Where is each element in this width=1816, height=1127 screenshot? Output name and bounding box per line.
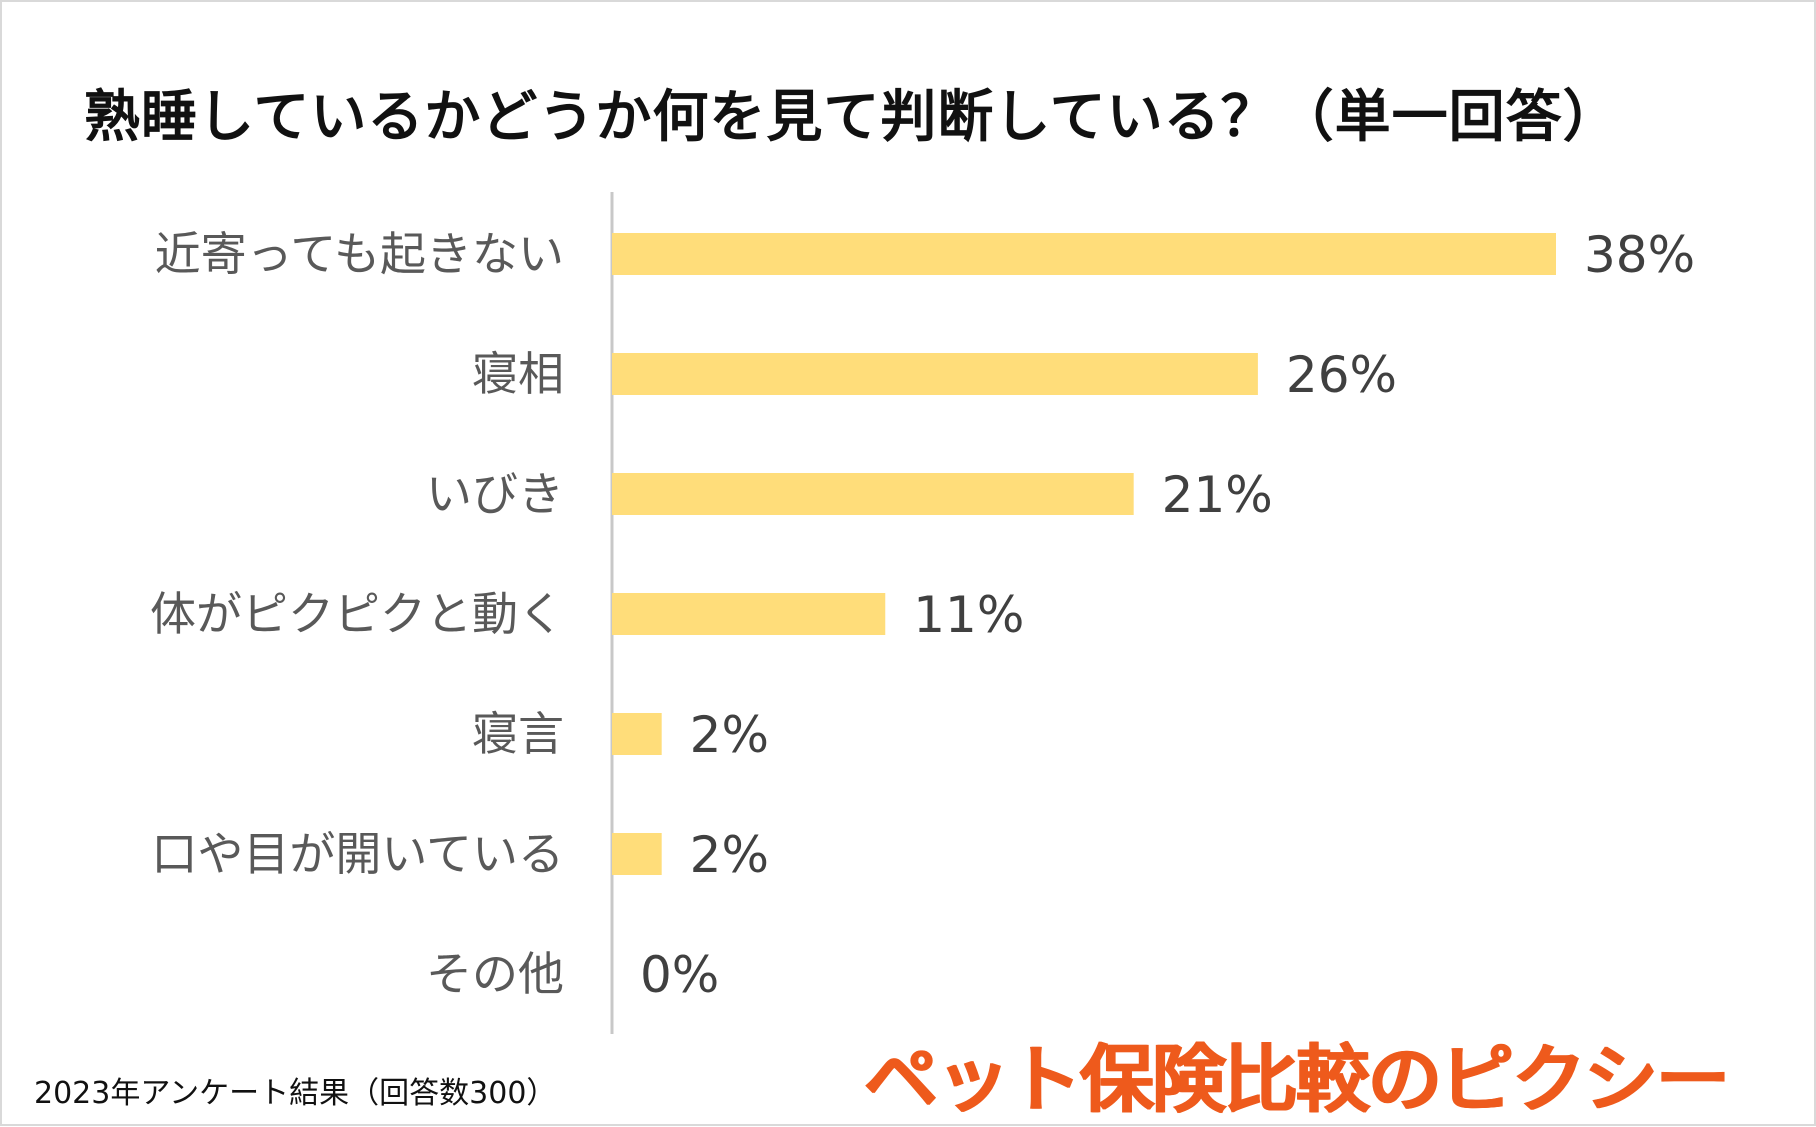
value-label: 38%	[1584, 226, 1695, 284]
value-label: 0%	[640, 946, 719, 1004]
category-label: 寝言	[472, 707, 564, 761]
bar	[612, 833, 662, 875]
bar	[612, 353, 1258, 395]
value-label: 21%	[1162, 466, 1273, 524]
category-label: 体がピクピクと動く	[150, 587, 564, 641]
value-label: 2%	[690, 826, 769, 884]
category-label: いびき	[426, 467, 564, 521]
brand-logo: ペット保険比較のピクシー	[864, 1037, 1730, 1123]
chart-title: 熟睡しているかどうか何を見て判断している？（単一回答）	[84, 85, 1620, 150]
value-label: 26%	[1286, 346, 1397, 404]
survey-footnote: 2023年アンケート結果（回答数300）	[34, 1076, 557, 1111]
category-label: 近寄っても起きない	[155, 227, 564, 281]
value-labels: 38% 26% 21% 11% 2% 2% 0%	[640, 226, 1695, 1004]
category-label: 口や目が開いている	[151, 827, 564, 881]
category-label: 寝相	[472, 347, 564, 401]
category-label: その他	[426, 947, 564, 1001]
bar	[612, 593, 886, 635]
value-label: 11%	[913, 586, 1024, 644]
value-label: 2%	[690, 706, 769, 764]
bars-group	[612, 233, 1556, 875]
bar	[612, 713, 662, 755]
bar	[612, 473, 1134, 515]
bar	[612, 233, 1556, 275]
